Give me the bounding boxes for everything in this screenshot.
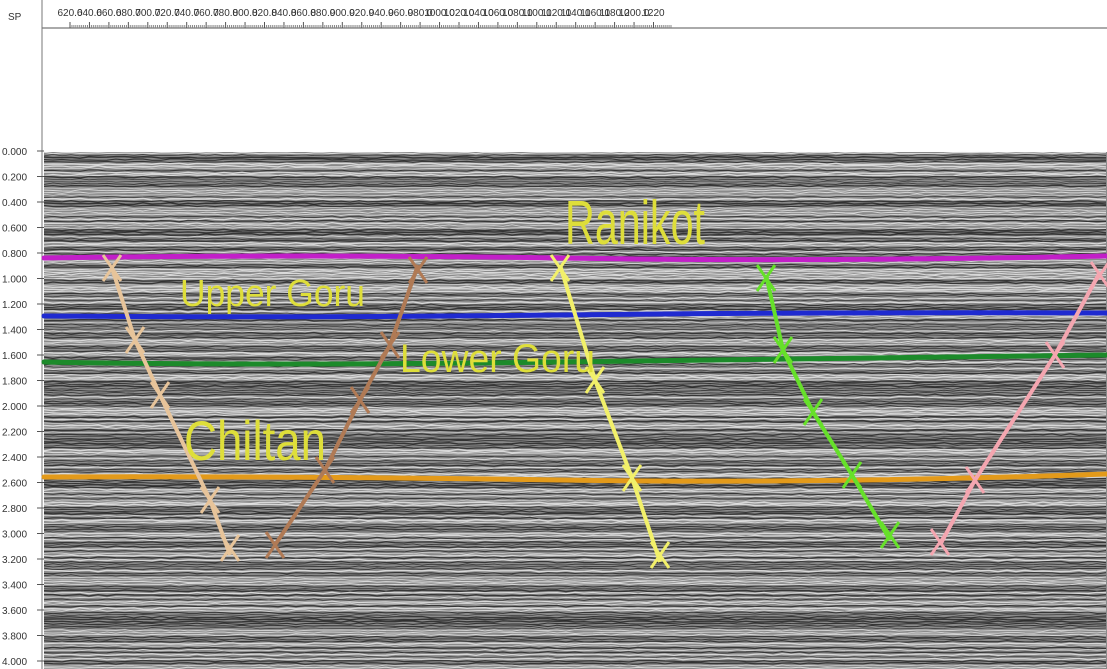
- horizon-label: Chiltan: [184, 409, 326, 472]
- time-tick-label: 2.200: [2, 428, 27, 439]
- time-tick-label: 1.200: [2, 300, 27, 311]
- horizon-label: Upper Goru: [180, 273, 365, 315]
- time-tick-label: 2.400: [2, 453, 27, 464]
- time-tick-label: 1.000: [2, 275, 27, 286]
- time-tick-label: 3.400: [2, 581, 27, 592]
- time-tick-label: 4.000: [2, 657, 27, 668]
- sp-axis-label: SP: [8, 12, 22, 23]
- time-tick-label: 2.800: [2, 504, 27, 515]
- sp-tick-label: 1220: [642, 8, 665, 19]
- time-tick-label: 3.800: [2, 632, 27, 643]
- time-tick-label: 1.400: [2, 326, 27, 337]
- time-tick-label: 2.600: [2, 479, 27, 490]
- time-tick-label: 3.600: [2, 606, 27, 617]
- time-tick-label: 0.800: [2, 249, 27, 260]
- time-tick-label: 0.000: [2, 147, 27, 158]
- time-tick-label: 1.800: [2, 377, 27, 388]
- time-tick-label: 3.200: [2, 555, 27, 566]
- seismic-section: SP Ranikot Upper Goru Lower Goru Chiltan…: [0, 0, 1107, 669]
- time-tick-label: 2.000: [2, 402, 27, 413]
- time-tick-label: 0.200: [2, 173, 27, 184]
- horizon-label: Ranikot: [565, 189, 705, 258]
- time-tick-label: 3.000: [2, 530, 27, 541]
- horizon-label: Lower Goru: [400, 337, 595, 381]
- time-tick-label: 0.600: [2, 224, 27, 235]
- time-tick-label: 0.400: [2, 198, 27, 209]
- time-tick-label: 1.600: [2, 351, 27, 362]
